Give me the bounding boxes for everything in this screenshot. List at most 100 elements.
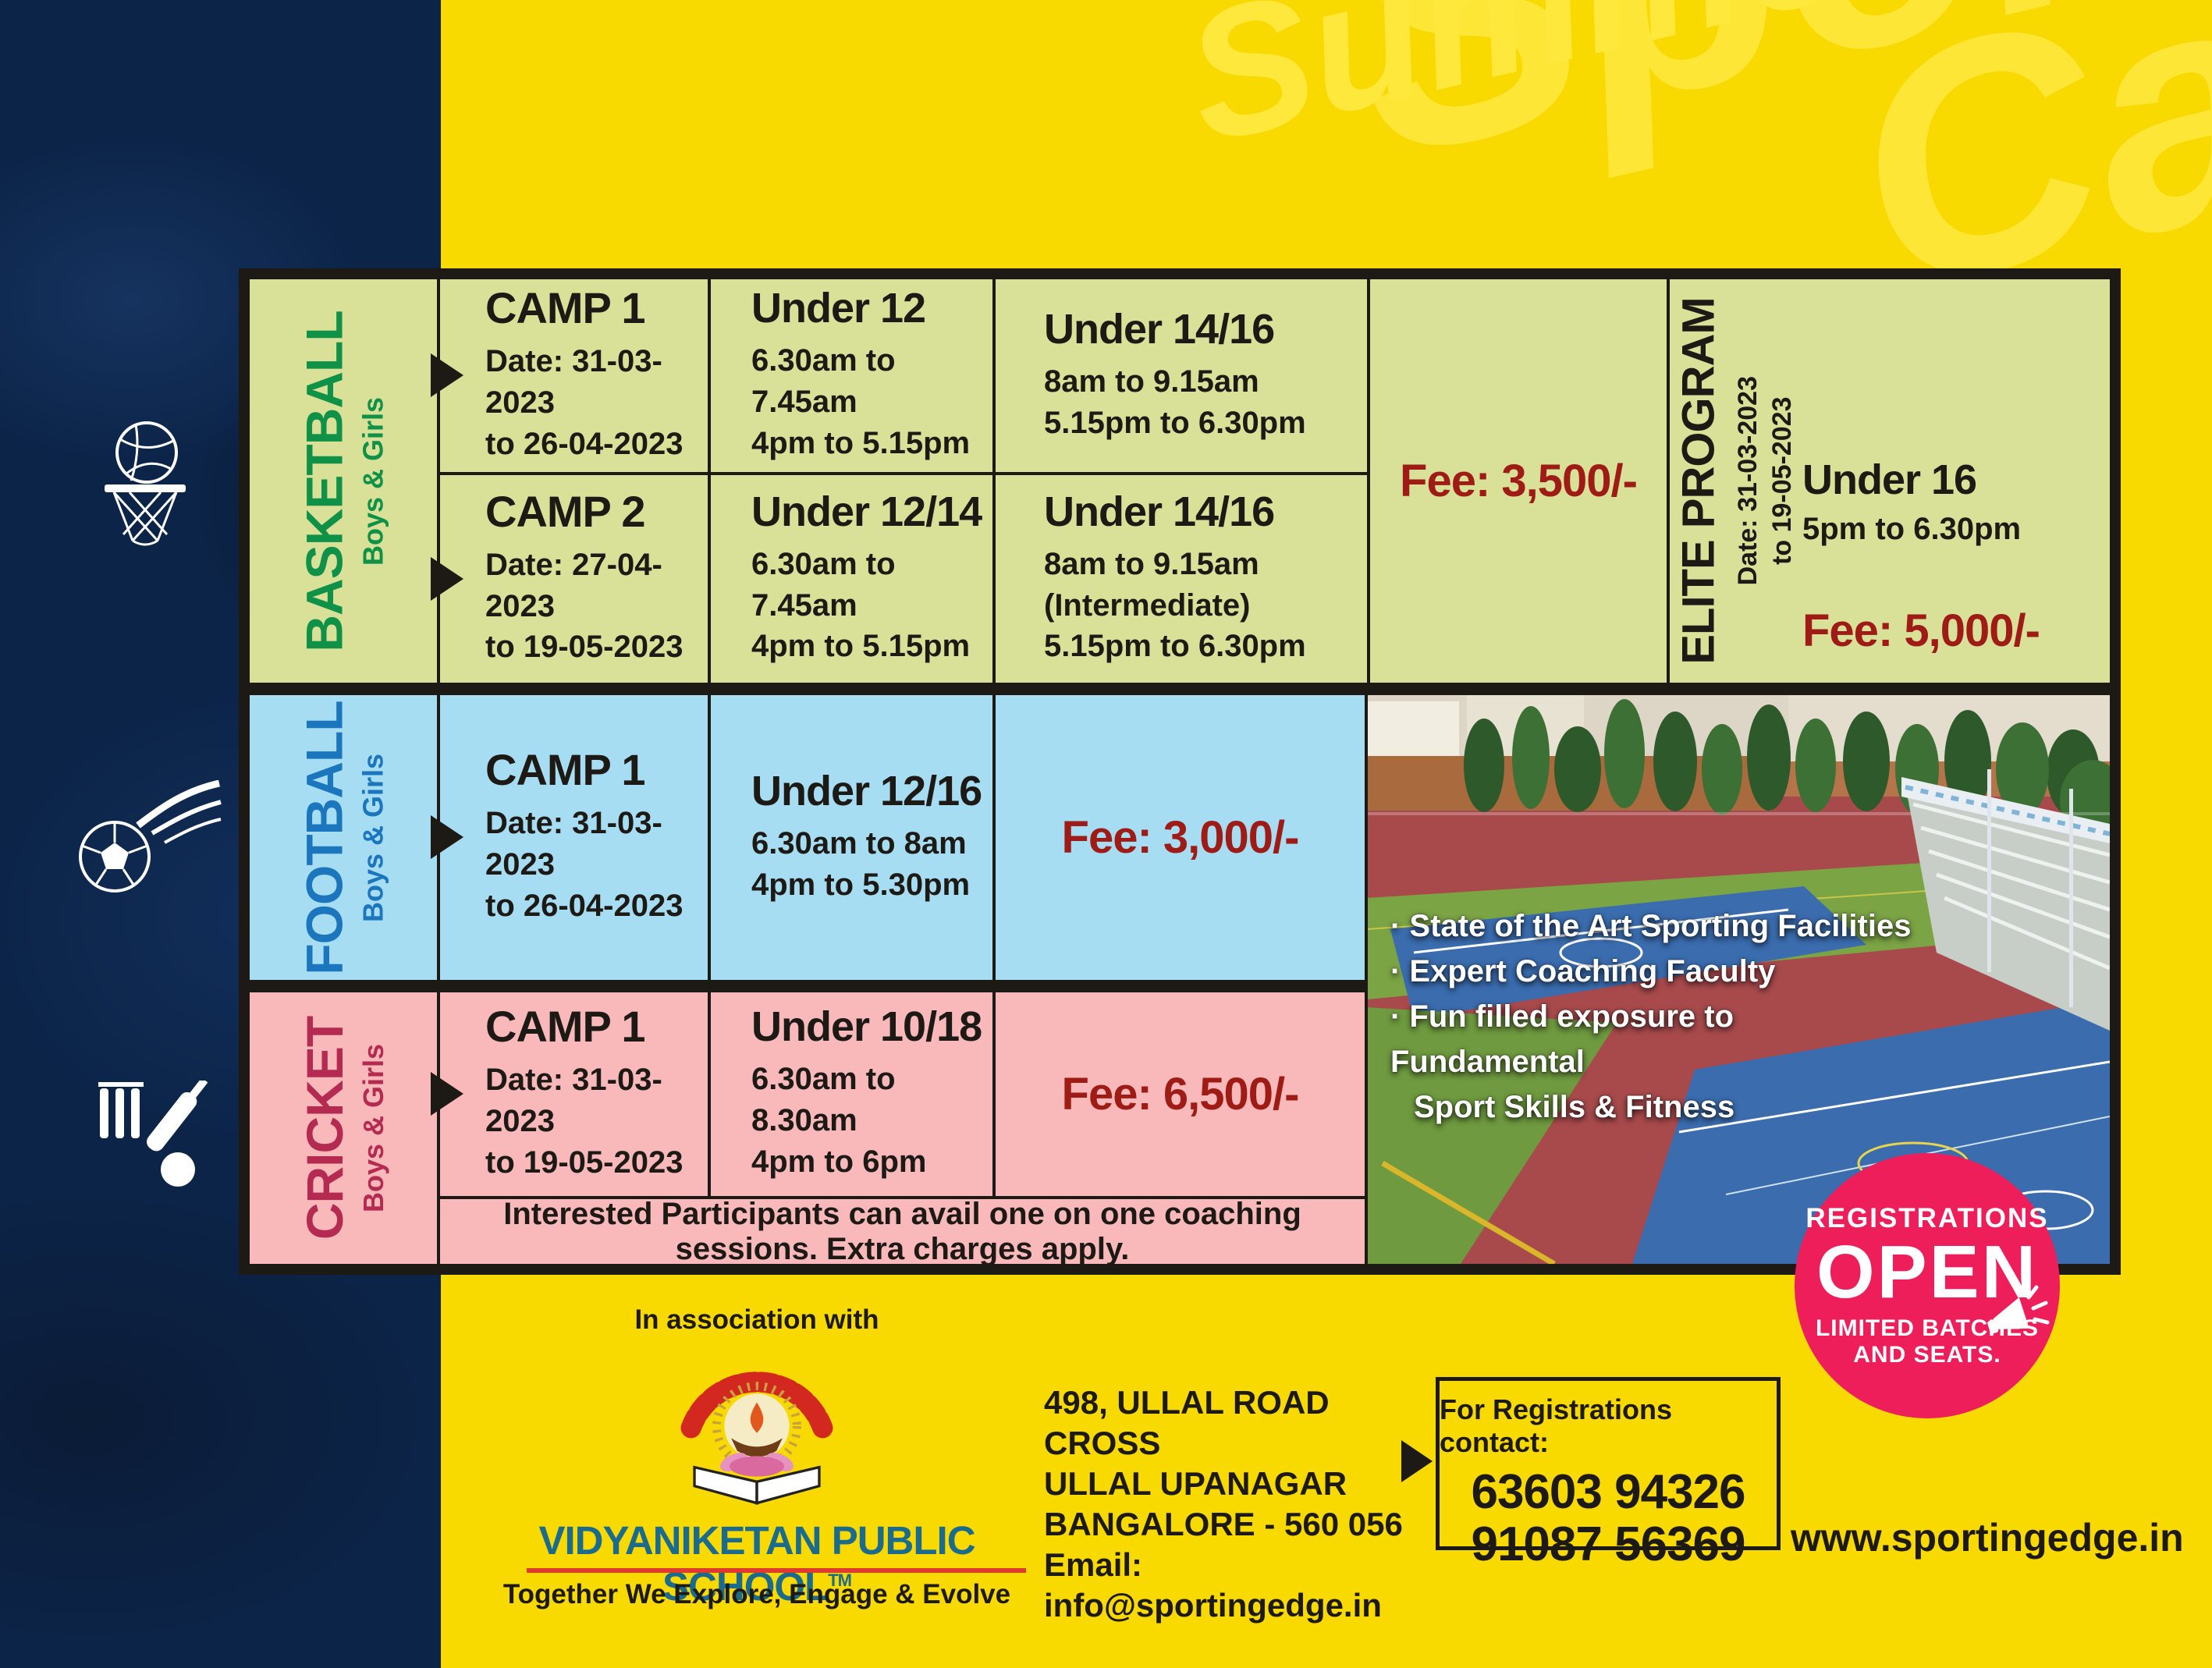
grid-line <box>992 992 996 1196</box>
basketball-fee-cell: Fee: 3,500/- <box>1370 279 1667 683</box>
camp-title: CAMP 1 <box>485 745 646 795</box>
school-tagline: Together We Explore, Engage & Evolve <box>502 1579 1011 1609</box>
football-fee-cell: Fee: 3,000/- <box>996 695 1365 980</box>
cricket-icon <box>86 1077 211 1194</box>
grid-line <box>992 695 996 980</box>
date-line: Date: 27-04-2023 <box>485 547 662 623</box>
basketball-title: BASKETBALL <box>296 310 353 652</box>
coaching-note: Interested Participants can avail one on… <box>503 1196 1301 1266</box>
badge-and-seats: AND SEATS. <box>1853 1341 2001 1368</box>
basketball-camp1-cell: CAMP 1 Date: 31-03-2023 to 26-04-2023 <box>440 279 708 472</box>
elite-program-details-cell: Under 16 5pm to 6.30pm Fee: 5,000/- <box>1802 279 2110 683</box>
phone-number-1: 63603 94326 <box>1471 1465 1745 1519</box>
phone-number-2: 91087 56369 <box>1471 1517 1745 1571</box>
elite-fee: Fee: 5,000/- <box>1802 605 2040 656</box>
time-line: 8am to 9.15am <box>1044 546 1259 581</box>
time-line: 6.30am to 8am <box>751 825 967 861</box>
bullet-item: Sport Skills & Fitness <box>1414 1090 1735 1124</box>
bullet-item: · State of the Art Sporting Facilities <box>1390 909 1912 943</box>
time-line: 4pm to 5.15pm <box>751 425 971 460</box>
arrow-icon <box>431 815 463 859</box>
time-line: 4pm to 5.30pm <box>751 867 971 902</box>
football-under1216-cell: Under 12/16 6.30am to 8am 4pm to 5.30pm <box>711 695 992 980</box>
elite-time: 5pm to 6.30pm <box>1802 512 2022 546</box>
grid-line <box>437 1196 1367 1199</box>
group-times: 8am to 9.15am 5.15pm to 6.30pm <box>1044 361 1306 444</box>
basketball-camp1-under1416-cell: Under 14/16 8am to 9.15am 5.15pm to 6.30… <box>996 279 1367 472</box>
football-title: FOOTBALL <box>296 700 354 975</box>
badge-registrations-label: REGISTRATIONS <box>1805 1203 2049 1234</box>
section-divider-1 <box>250 683 2110 695</box>
football-subtitle: Boys & Girls <box>357 753 390 922</box>
cricket-camp1-cell: CAMP 1 Date: 31-03-2023 to 19-05-2023 <box>440 992 708 1196</box>
group-times: 6.30am to 7.45am 4pm to 5.15pm <box>751 340 992 463</box>
elite-group: Under 16 <box>1802 456 1977 503</box>
coaching-note-cell: Interested Participants can avail one on… <box>440 1196 1365 1266</box>
address-block: 498, ULLAL ROAD CROSS ULLAL UPANAGAR BAN… <box>1044 1382 1434 1626</box>
date-line: to 19-05-2023 <box>485 1145 683 1180</box>
group-title: Under 14/16 <box>1044 488 1275 535</box>
elite-program-dates: Date: 31-03-2023 to 19-05-2023 <box>1731 376 1799 585</box>
camp-title: CAMP 1 <box>485 1002 646 1052</box>
grid-line <box>437 992 440 1264</box>
basketball-section-bg <box>250 279 2110 683</box>
grid-line <box>992 279 996 683</box>
time-line: 5.15pm to 6.30pm <box>1044 629 1306 664</box>
basketball-subtitle: Boys & Girls <box>357 396 389 566</box>
sport-label-football: FOOTBALL Boys & Girls <box>250 695 437 980</box>
grid-line <box>708 992 711 1196</box>
cricket-section-bg <box>250 992 1367 1264</box>
fee-amount: Fee: 3,000/- <box>1061 812 1300 863</box>
address-line-4: Email: info@sportingedge.in <box>1044 1546 1382 1624</box>
group-title: Under 12/16 <box>751 767 982 814</box>
time-line: (Intermediate) <box>1044 587 1251 623</box>
cricket-under1018-cell: Under 10/18 6.30am to 8.30am 4pm to 6pm <box>711 992 992 1196</box>
trademark-symbol: TM <box>828 1570 852 1590</box>
basketball-camp2-cell: CAMP 2 Date: 27-04-2023 to 19-05-2023 <box>440 475 708 683</box>
group-times: 6.30am to 8am 4pm to 5.30pm <box>751 823 970 906</box>
camp-dates: Date: 31-03-2023 to 26-04-2023 <box>485 803 708 926</box>
date-line: to 19-05-2023 <box>1767 396 1798 566</box>
registration-contact-box: For Registrations contact: 63603 94326 9… <box>1436 1377 1781 1570</box>
megaphone-icon <box>1982 1283 2052 1357</box>
elite-program-title: ELITE PROGRAM <box>1673 297 1724 665</box>
group-times: 8am to 9.15am (Intermediate) 5.15pm to 6… <box>1044 544 1306 667</box>
time-line: 4pm to 5.15pm <box>751 629 971 664</box>
school-logo <box>667 1334 847 1517</box>
group-title: Under 14/16 <box>1044 305 1275 353</box>
sports-ground-photo <box>1366 695 2125 1267</box>
association-line: In association with <box>634 1304 879 1335</box>
grid-line <box>1365 695 1368 1264</box>
date-line: Date: 31-03-2023 <box>485 344 662 421</box>
badge-open-label: OPEN <box>1816 1230 2039 1315</box>
bullet-item: · Expert Coaching Faculty <box>1390 954 1776 988</box>
cricket-title: CRICKET <box>296 1016 354 1240</box>
time-line: 6.30am to 8.30am <box>751 1062 896 1138</box>
time-line: 4pm to 6pm <box>751 1144 927 1179</box>
group-title: Under 12 <box>751 285 926 332</box>
grid-line <box>437 472 1370 475</box>
fee-amount: Fee: 3,500/- <box>1400 456 1638 506</box>
sport-label-cricket: CRICKET Boys & Girls <box>250 992 437 1264</box>
time-line: 6.30am to 7.45am <box>751 343 896 420</box>
cricket-subtitle: Boys & Girls <box>357 1043 390 1213</box>
arrow-icon <box>431 557 463 601</box>
grid-line <box>708 279 711 683</box>
basketball-icon <box>92 417 197 554</box>
date-line: to 19-05-2023 <box>485 630 683 665</box>
date-line: to 26-04-2023 <box>485 888 683 923</box>
time-line: 8am to 9.15am <box>1044 364 1259 399</box>
website-url: www.sportingedge.in <box>1791 1516 2184 1560</box>
grid-line <box>1367 279 1370 683</box>
arrow-icon <box>431 353 463 397</box>
registrations-open-badge: REGISTRATIONS OPEN LIMITED BATCHES AND S… <box>1795 1153 2060 1418</box>
camp-schedule-table: BASKETBALL Boys & Girls CAMP 1 Date: 31-… <box>239 268 2125 1275</box>
group-title: Under 10/18 <box>751 1003 982 1051</box>
cricket-fee-cell: Fee: 6,500/- <box>996 992 1365 1196</box>
camp-title: CAMP 2 <box>485 486 646 536</box>
bullet-item: · Fun filled exposure to Fundamental <box>1390 999 1734 1079</box>
sport-label-basketball: BASKETBALL Boys & Girls <box>250 279 437 683</box>
camp-title: CAMP 1 <box>485 283 646 333</box>
school-underline <box>527 1568 1026 1573</box>
